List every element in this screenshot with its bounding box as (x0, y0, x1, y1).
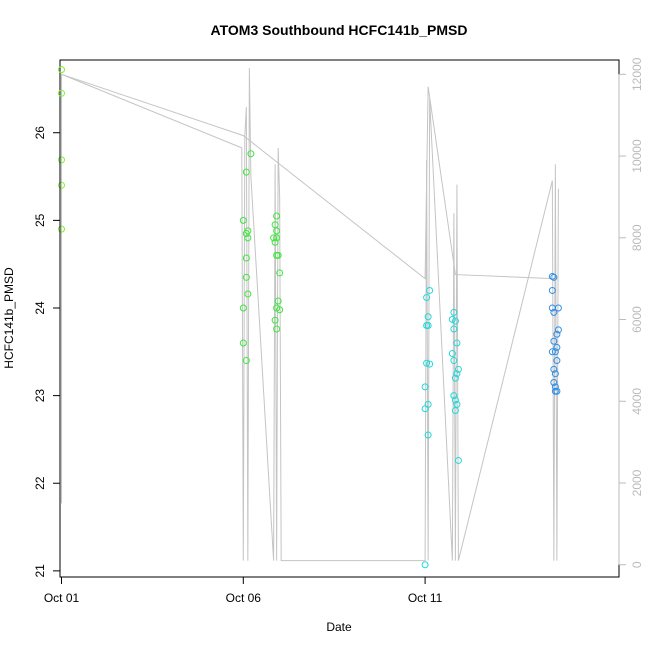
data-point (553, 343, 561, 351)
data-point (554, 326, 562, 334)
data-point (448, 350, 456, 358)
data-point (242, 168, 250, 176)
data-point (247, 150, 255, 158)
data-point (242, 273, 250, 281)
data-point (273, 234, 281, 242)
data-point (548, 286, 556, 294)
data-point (550, 365, 558, 373)
y-axis-label: HCFC141b_PMSD (2, 267, 16, 369)
data-point (273, 325, 281, 333)
points-layer (58, 66, 562, 569)
y-tick-label: 24 (33, 301, 47, 315)
secondary-line-spikes (61, 68, 559, 562)
x-tick-label: Oct 06 (226, 591, 262, 605)
data-point (450, 325, 458, 333)
y2-tick-label: 2000 (630, 469, 644, 496)
y2-tick-label: 0 (630, 561, 644, 568)
data-point (550, 308, 558, 316)
data-point (424, 322, 432, 330)
y2-tick-label: 12000 (630, 57, 644, 91)
data-point (550, 378, 558, 386)
data-point (553, 357, 561, 365)
data-point (274, 297, 282, 305)
y2-tick-label: 6000 (630, 306, 644, 333)
y-axis-left: 21 22 23 24 25 26 (33, 126, 61, 578)
data-point (242, 254, 250, 262)
data-point (551, 348, 559, 356)
x-tick-label: Oct 01 (44, 591, 80, 605)
data-point (426, 286, 434, 294)
y2-tick-label: 10000 (630, 139, 644, 173)
plot-frame (59, 59, 620, 578)
data-point (553, 387, 561, 395)
data-point (271, 238, 279, 246)
data-point (271, 316, 279, 324)
data-point (58, 225, 66, 233)
y-tick-label: 25 (33, 213, 47, 227)
data-point (453, 339, 461, 347)
data-point (421, 561, 429, 569)
data-point (424, 431, 432, 439)
chart-title: ATOM3 Southbound HCFC141b_PMSD (211, 22, 468, 38)
data-point (450, 308, 458, 316)
x-axis: Oct 01 Oct 06 Oct 11 (44, 576, 443, 605)
data-point (451, 407, 459, 415)
data-point (274, 251, 282, 259)
data-point (423, 293, 431, 301)
data-point (548, 348, 556, 356)
data-point (451, 374, 459, 382)
y-tick-label: 26 (33, 126, 47, 140)
y2-tick-label: 8000 (630, 224, 644, 251)
data-point (276, 306, 284, 314)
data-point (553, 330, 561, 338)
data-point (450, 392, 458, 400)
data-point (550, 273, 558, 281)
y2-tick-label: 4000 (630, 388, 644, 415)
data-point (450, 357, 458, 365)
data-point (273, 212, 281, 220)
data-point (244, 234, 252, 242)
data-point (453, 370, 461, 378)
x-axis-label: Date (326, 620, 352, 634)
data-point (421, 383, 429, 391)
y-axis-right: 0 2000 4000 6000 8000 10000 12000 (618, 57, 644, 568)
data-point (58, 89, 66, 97)
data-point (270, 234, 278, 242)
data-point (58, 156, 66, 164)
data-point (454, 456, 462, 464)
data-point (244, 227, 252, 235)
data-point (451, 317, 459, 325)
secondary-lines-layer (61, 68, 559, 562)
data-point (451, 396, 459, 404)
data-point (551, 383, 559, 391)
data-point (424, 313, 432, 321)
data-point (423, 359, 431, 367)
data-point (244, 290, 252, 298)
data-point (239, 304, 247, 312)
data-point (424, 400, 432, 408)
secondary-line-trend (61, 73, 554, 280)
y-tick-label: 22 (33, 476, 47, 490)
data-point (273, 227, 281, 235)
data-point (239, 216, 247, 224)
data-point (426, 360, 434, 368)
data-point (454, 365, 462, 373)
data-point (58, 66, 66, 74)
data-point (276, 269, 284, 277)
y-tick-label: 21 (33, 564, 47, 578)
data-point (58, 181, 66, 189)
data-point (239, 339, 247, 347)
data-point (554, 304, 562, 312)
data-point (550, 337, 558, 345)
data-point (242, 357, 250, 365)
data-point (551, 370, 559, 378)
y-tick-label: 23 (33, 389, 47, 403)
x-tick-label: Oct 11 (408, 591, 443, 605)
data-point (548, 272, 556, 280)
